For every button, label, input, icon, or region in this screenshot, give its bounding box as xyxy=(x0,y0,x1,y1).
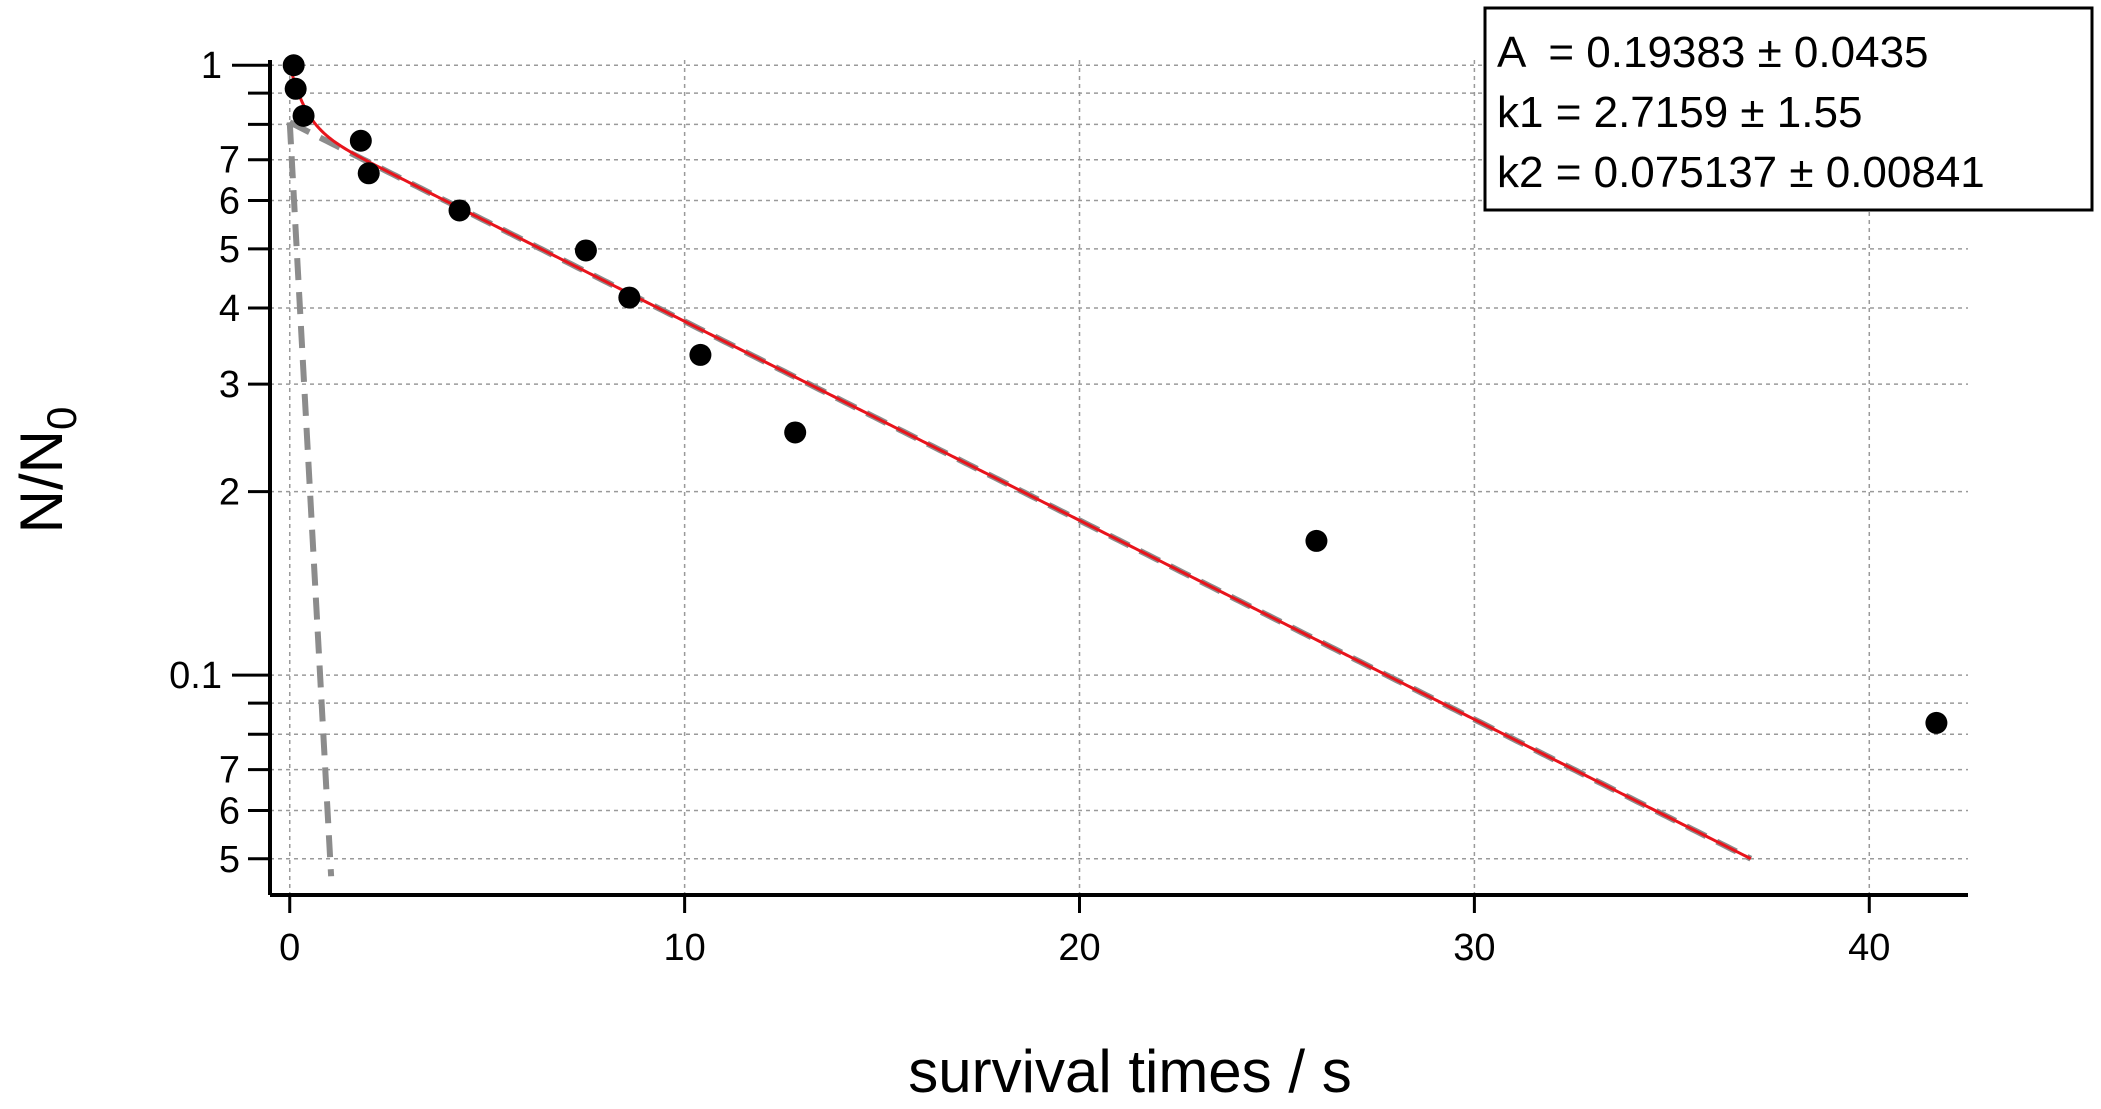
grid-lines xyxy=(270,60,1968,895)
y-axis-title-main: N/N xyxy=(8,430,75,533)
y-tick-label: 6 xyxy=(219,181,240,223)
x-axis-title: survival times / s xyxy=(908,1038,1351,1105)
y-tick-label: 0.1 xyxy=(169,655,222,697)
y-axis-title: N/N0 xyxy=(8,407,85,534)
data-point xyxy=(292,104,315,127)
y-tick-label: 2 xyxy=(219,472,240,514)
data-point xyxy=(1925,711,1948,734)
fit-param-a: A = 0.19383 ± 0.0435 xyxy=(1497,28,1929,77)
fit-curves xyxy=(286,64,1753,877)
fast-component-curve xyxy=(290,500,311,877)
data-point xyxy=(1305,529,1328,552)
data-point xyxy=(574,239,597,262)
fit-parameters-frame xyxy=(1483,6,2094,212)
data-point xyxy=(282,54,305,77)
x-tick-label: 0 xyxy=(279,927,300,969)
y-tick-label: 3 xyxy=(219,364,240,406)
x-tick-label: 40 xyxy=(1848,927,1890,969)
x-tick-label: 20 xyxy=(1058,927,1100,969)
data-point xyxy=(618,286,641,309)
y-tick-label: 5 xyxy=(219,229,240,271)
y-axis-title-subscript: 0 xyxy=(38,407,85,430)
y-tick-label: 6 xyxy=(219,790,240,832)
x-tick-label: 30 xyxy=(1453,927,1495,969)
data-point xyxy=(689,343,712,366)
data-point xyxy=(284,77,307,100)
data-point xyxy=(357,162,380,185)
x-tick-label: 10 xyxy=(663,927,705,969)
fit-parameters-box: A = 0.19383 ± 0.0435 k1 = 2.7159 ± 1.55 … xyxy=(1483,6,2094,212)
y-tick-label: 1 xyxy=(201,45,222,87)
fit-param-k2: k2 = 0.075137 ± 0.00841 xyxy=(1497,148,1985,197)
data-point xyxy=(448,199,471,222)
total-fit-curve xyxy=(288,64,1752,861)
fit-param-k1: k1 = 2.7159 ± 1.55 xyxy=(1497,88,1862,137)
data-point xyxy=(349,129,372,152)
y-tick-label: 5 xyxy=(219,839,240,881)
data-points xyxy=(282,54,1948,734)
y-tick-label: 7 xyxy=(219,750,240,792)
y-tick-label: 4 xyxy=(219,288,240,330)
data-point xyxy=(784,421,807,444)
fast-component-curve xyxy=(286,122,335,877)
y-tick-label: 7 xyxy=(219,140,240,182)
